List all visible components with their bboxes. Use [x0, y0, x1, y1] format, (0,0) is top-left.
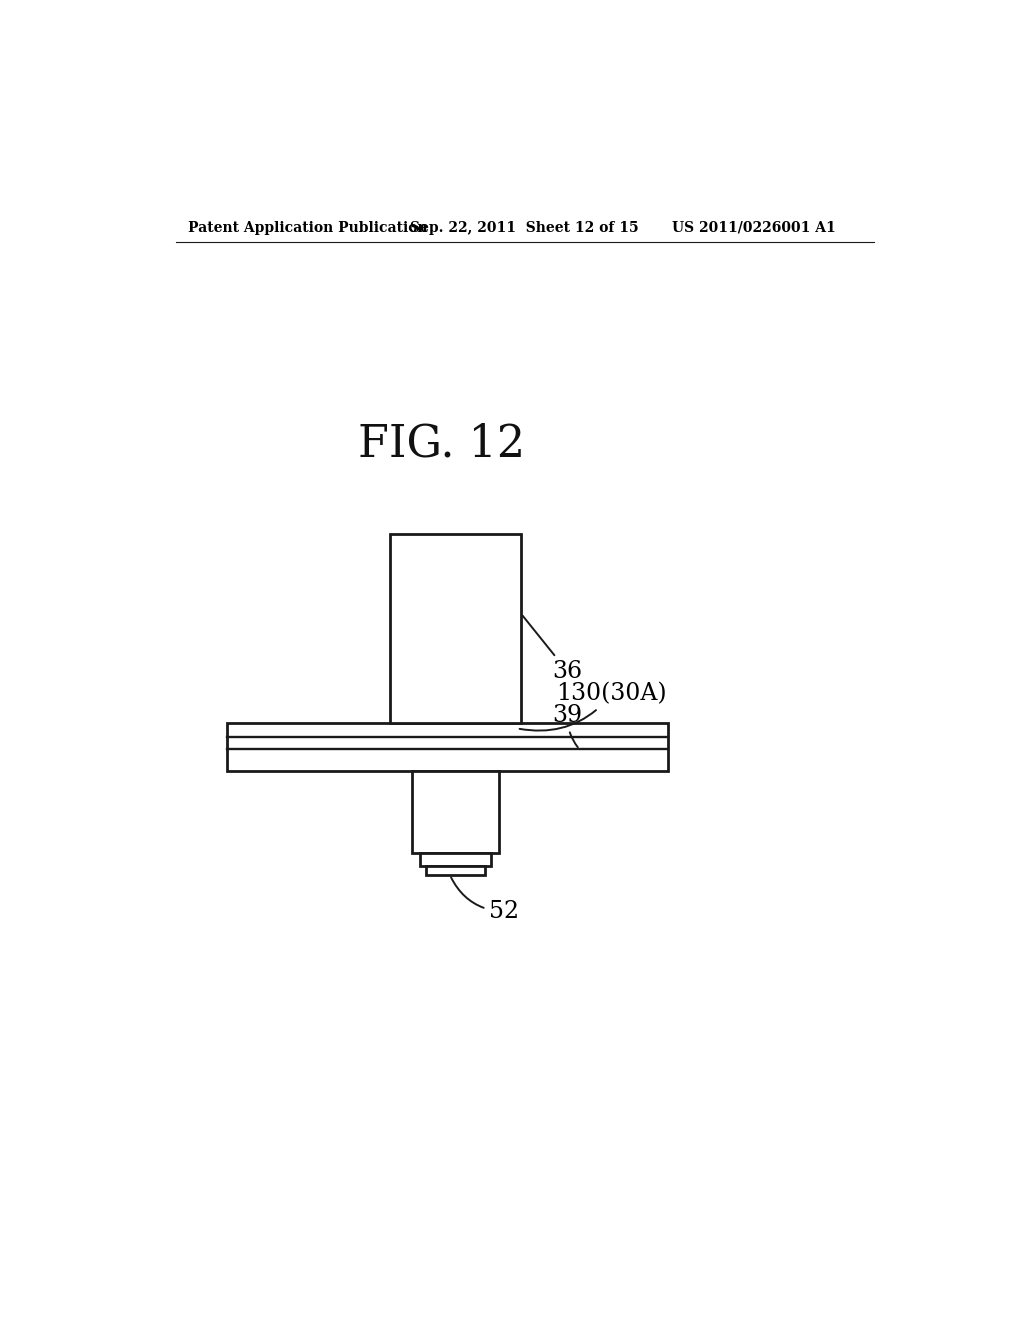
Bar: [426, 866, 485, 875]
Text: US 2011/0226001 A1: US 2011/0226001 A1: [672, 220, 836, 235]
Text: 130(30A): 130(30A): [519, 682, 668, 730]
Bar: [390, 535, 521, 722]
Text: 52: 52: [452, 878, 519, 924]
Bar: [420, 853, 492, 866]
Bar: [227, 722, 668, 771]
Text: 39: 39: [553, 704, 583, 747]
Text: FIG. 12: FIG. 12: [358, 422, 525, 466]
Text: 36: 36: [522, 615, 583, 684]
Text: Sep. 22, 2011  Sheet 12 of 15: Sep. 22, 2011 Sheet 12 of 15: [410, 220, 638, 235]
Bar: [412, 771, 500, 853]
Text: Patent Application Publication: Patent Application Publication: [187, 220, 427, 235]
